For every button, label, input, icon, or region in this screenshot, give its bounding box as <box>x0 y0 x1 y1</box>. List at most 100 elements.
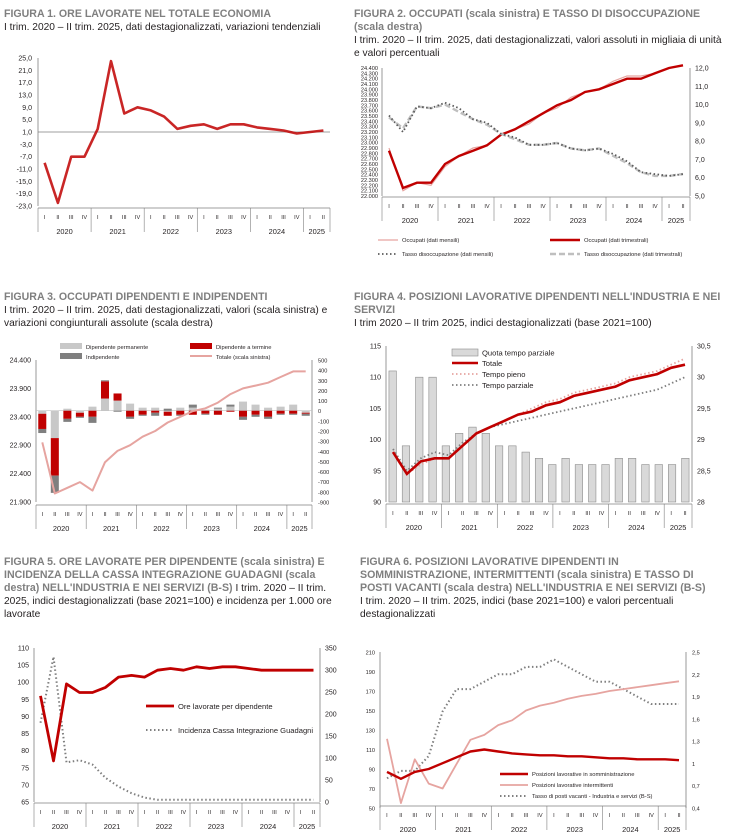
f3-bar-termine <box>163 411 172 416</box>
f2-x-tick-label: I <box>500 204 502 210</box>
f2-y-left-tick-label: 23.800 <box>361 98 378 104</box>
f2-y-right-tick-label: 11,0 <box>695 84 708 91</box>
f1-x-tick-label: III <box>281 215 286 221</box>
f1-y-tick-label: 21,0 <box>18 68 32 75</box>
f1-series-line <box>43 59 324 205</box>
f4-x-tick-label: III <box>530 511 535 517</box>
f4-bar-quota-parziale <box>455 433 464 503</box>
f3-bar-termine <box>251 410 260 415</box>
f4-y-right-tick-label: 30 <box>697 375 705 382</box>
f3-bar-permanente <box>100 398 110 411</box>
f3-x-tick-label: II <box>53 512 57 518</box>
figure-5-subtitle-a: I trim. 2020 – II trim. <box>235 583 327 594</box>
f3-bar-indipendente <box>289 413 298 415</box>
f4-y-right-tick-label: 28,5 <box>697 468 711 475</box>
f6-y-right-tick-label: 0,7 <box>692 784 700 790</box>
f5-x-tick-label: I <box>300 810 302 816</box>
f6-y-right-tick-label: 1 <box>692 762 695 768</box>
f3-x-tick-label: I <box>41 512 43 518</box>
f4-y-left-tick-label: 105 <box>369 406 381 413</box>
f2-x-tick-label: III <box>583 204 588 210</box>
f3-bar-permanente <box>163 410 172 412</box>
f4-legend-label: Tempo pieno <box>482 370 525 379</box>
f3-bar-termine <box>100 381 110 399</box>
f3-x-tick-label: I <box>242 512 244 518</box>
f2-x-tick-label: IV <box>596 204 602 210</box>
f3-y-left-tick-label: 21.900 <box>10 500 32 507</box>
f1-y-tick-label: 17,0 <box>18 80 32 87</box>
f2-x-tick-label: IV <box>652 204 658 210</box>
f2-x-tick-label: I <box>388 204 390 210</box>
f4-year-label: 2023 <box>573 523 589 532</box>
f1-y-tick-label: -19,0 <box>16 191 32 198</box>
f6-x-tick-label: III <box>524 813 529 819</box>
f3-bar-indipendente <box>50 475 59 493</box>
f3-legend-swatch <box>190 343 212 349</box>
f3-bar-termine <box>226 410 235 412</box>
f2-x-tick-label: II <box>625 204 629 210</box>
f1-x-tick-label: I <box>309 215 311 221</box>
f5-year-label: 2021 <box>104 822 120 831</box>
f3-y-left-tick-label: 23.900 <box>10 386 32 393</box>
f2-x-tick-label: III <box>527 204 532 210</box>
f5-x-tick-label: II <box>260 810 264 816</box>
f5-y-right-tick-label: 200 <box>325 712 337 719</box>
f3-y-right-tick-label: -300 <box>318 440 329 446</box>
f3-year-label: 2023 <box>203 524 219 533</box>
f3-bar-permanente <box>201 409 210 411</box>
f3-bar-termine <box>113 393 122 401</box>
f1-x-tick-label: III <box>175 215 180 221</box>
f3-y-right-tick-label: -900 <box>318 501 329 507</box>
f5-x-tick-label: I <box>248 810 250 816</box>
f1-y-tick-label: -7,0 <box>20 154 32 161</box>
f2-y-left-tick-label: 22.100 <box>361 189 378 195</box>
f1-x-tick-label: II <box>269 215 273 221</box>
f3-bar-indipendente <box>238 416 248 420</box>
f2-y-left-tick-label: 22.900 <box>361 146 378 152</box>
f4-x-tick-label: I <box>670 511 672 517</box>
f3-y-right-tick-label: 500 <box>318 359 327 365</box>
f6-y-left-tick-label: 130 <box>366 729 375 735</box>
f2-y-left-tick-label: 24.400 <box>361 66 378 72</box>
f3-y-right-tick-label: -800 <box>318 490 329 496</box>
f5-year-label: 2023 <box>208 822 224 831</box>
figure-6-subtitle: I trim. 2020 – II trim. 2025, indici (ba… <box>360 596 674 620</box>
f4-x-tick-label: IV <box>543 511 549 517</box>
f1-x-tick-label: IV <box>241 215 247 221</box>
figure-2-title: FIGURA 2. OCCUPATI (scala sinistra) E TA… <box>354 8 701 33</box>
f5-x-tick-label: II <box>156 810 160 816</box>
f5-x-tick-label: III <box>220 810 225 816</box>
f3-bar-indipendente <box>151 412 160 416</box>
f4-bar-quota-parziale <box>548 464 557 503</box>
f2-year-label: 2023 <box>570 216 586 225</box>
f3-bar-termine <box>63 410 72 419</box>
f3-y-right-tick-label: -700 <box>318 480 329 486</box>
f2-y-left-tick-label: 23.100 <box>361 135 378 141</box>
f2-y-left-tick-label: 22.600 <box>361 162 378 168</box>
f3-y-left-tick-label: 24.400 <box>10 358 32 365</box>
f3-y-right-tick-label: 0 <box>318 409 321 415</box>
f5-year-label: 2020 <box>52 822 68 831</box>
f3-bar-termine <box>301 412 310 414</box>
f3-y-right-tick-label: 300 <box>318 379 327 385</box>
f4-legend-label: Tempo parziale <box>482 381 534 390</box>
f5-y-left-tick-label: 75 <box>21 765 29 772</box>
f2-y-right-tick-label: 9,0 <box>695 120 705 127</box>
f2-x-tick-label: I <box>612 204 614 210</box>
f4-bar-quota-parziale <box>508 445 517 503</box>
f1-year-label: 2022 <box>163 227 179 236</box>
f1-x-tick-label: III <box>122 215 127 221</box>
f3-x-tick-label: III <box>216 512 221 518</box>
f4-bar-quota-parziale <box>654 464 663 503</box>
f4-year-label: 2022 <box>517 523 533 532</box>
f3-bar-indipendente <box>276 413 285 415</box>
f2-y-right-tick-label: 6,0 <box>695 175 705 182</box>
figure-3-chart: 24.400 23.900 23.400 22.900 22.400 21.900 500 4… <box>10 343 329 533</box>
f2-y-right-tick-label: 12,0 <box>695 66 709 73</box>
f3-year-label: 2021 <box>103 524 119 533</box>
f3-bar-indipendente <box>251 414 260 417</box>
f5-x-tick-label: I <box>196 810 198 816</box>
f5-y-left-tick-label: 70 <box>21 782 29 789</box>
f3-bar-termine <box>151 410 160 413</box>
f3-legend-label: Totale (scala sinistra) <box>216 355 271 361</box>
